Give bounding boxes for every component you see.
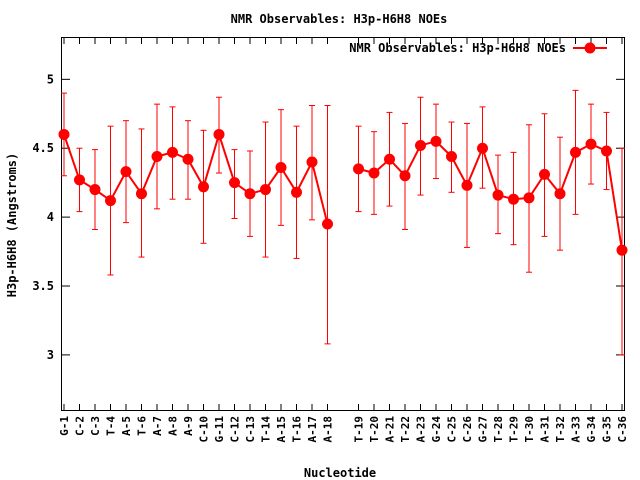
chart-title: NMR Observables: H3p-H6H8 NOEs bbox=[231, 12, 448, 26]
x-tick-label: T-22 bbox=[399, 416, 412, 443]
data-point bbox=[58, 128, 70, 140]
x-tick-label: T-16 bbox=[291, 416, 304, 443]
x-tick-label: G-27 bbox=[477, 416, 490, 443]
x-tick-label: T-19 bbox=[353, 416, 366, 443]
x-tick-label: C-25 bbox=[446, 416, 459, 443]
series-line-segment bbox=[218, 134, 236, 183]
data-point bbox=[384, 153, 395, 165]
x-tick-label: C-13 bbox=[244, 416, 257, 443]
data-point bbox=[446, 150, 457, 162]
data-point bbox=[213, 128, 225, 140]
data-point bbox=[601, 145, 612, 157]
x-axis-ticks: G-1 C-2 C-3 T-4 A-5 T-6 A-7 A-8 A-9 C-10 G-11 C-12 C… bbox=[58, 38, 629, 443]
x-tick-label: T-4 bbox=[105, 416, 118, 436]
data-point bbox=[353, 163, 364, 175]
data-point bbox=[570, 146, 581, 158]
data-point bbox=[151, 150, 163, 162]
data-point bbox=[74, 174, 85, 186]
legend-label: NMR Observables: H3p-H6H8 NOEs bbox=[349, 41, 566, 55]
data-point bbox=[399, 170, 411, 182]
x-tick-label: T-28 bbox=[492, 416, 505, 443]
series-line-segment bbox=[202, 134, 220, 188]
x-tick-label: A-18 bbox=[322, 416, 335, 443]
data-point bbox=[477, 142, 488, 154]
data-point bbox=[492, 189, 504, 201]
data-point bbox=[198, 181, 209, 193]
data-point bbox=[616, 244, 628, 256]
x-tick-label: A-8 bbox=[167, 416, 180, 436]
data-point bbox=[461, 179, 473, 191]
data-point bbox=[523, 192, 535, 204]
x-tick-label: C-36 bbox=[616, 416, 629, 443]
x-tick-label: A-15 bbox=[275, 416, 288, 443]
x-tick-label: G-34 bbox=[585, 416, 598, 443]
data-point bbox=[368, 167, 380, 179]
x-axis-label: Nucleotide bbox=[304, 466, 376, 480]
data-point bbox=[306, 156, 318, 168]
series-line-segment bbox=[404, 145, 422, 177]
x-tick-label: A-33 bbox=[570, 416, 583, 443]
series-line-segment bbox=[559, 152, 577, 195]
series-line-segment bbox=[605, 150, 623, 251]
x-tick-label: A-23 bbox=[415, 416, 428, 443]
x-tick-label: T-6 bbox=[136, 416, 149, 436]
data-point bbox=[105, 195, 116, 207]
data-point bbox=[167, 146, 178, 158]
x-tick-label: T-14 bbox=[260, 416, 273, 443]
series-line-segment bbox=[295, 161, 313, 193]
x-tick-label: G-24 bbox=[430, 416, 443, 443]
series-line-segment bbox=[63, 134, 81, 181]
x-tick-label: A-9 bbox=[182, 416, 195, 436]
data-point bbox=[244, 188, 256, 200]
data-point bbox=[229, 177, 240, 189]
series-line-segment bbox=[481, 147, 499, 196]
data-point bbox=[136, 188, 147, 200]
x-tick-label: A-31 bbox=[539, 416, 552, 443]
data-point bbox=[430, 135, 442, 147]
data-point bbox=[291, 186, 302, 198]
series-layer bbox=[58, 89, 628, 356]
x-tick-label: C-3 bbox=[89, 416, 102, 436]
data-point bbox=[585, 138, 597, 150]
x-tick-label: T-20 bbox=[368, 416, 381, 443]
data-point bbox=[322, 218, 333, 230]
plot-frame bbox=[61, 37, 625, 411]
data-point bbox=[182, 153, 194, 165]
x-tick-label: A-7 bbox=[151, 416, 164, 436]
y-axis-ticks: 3 3.5 4 4.5 5 bbox=[32, 72, 624, 362]
x-tick-label: A-17 bbox=[306, 416, 319, 443]
data-point bbox=[275, 162, 287, 174]
data-point bbox=[539, 168, 550, 180]
series-line-segment bbox=[466, 147, 484, 186]
data-point bbox=[415, 139, 426, 151]
x-tick-label: G-11 bbox=[213, 416, 226, 443]
x-tick-label: G-1 bbox=[58, 416, 71, 436]
y-tick-label: 4 bbox=[47, 210, 54, 224]
x-tick-label: C-10 bbox=[198, 416, 211, 443]
x-tick-label: A-5 bbox=[120, 416, 133, 436]
series-line-segment bbox=[140, 156, 158, 195]
x-tick-label: G-35 bbox=[601, 416, 614, 443]
x-tick-label: C-26 bbox=[461, 416, 474, 443]
y-tick-label: 3.5 bbox=[32, 279, 54, 293]
data-point bbox=[260, 184, 271, 196]
y-tick-label: 4.5 bbox=[32, 141, 54, 155]
data-point bbox=[554, 188, 566, 200]
x-tick-label: A-21 bbox=[384, 416, 397, 443]
data-point bbox=[508, 193, 519, 205]
legend-marker bbox=[584, 42, 596, 54]
x-tick-label: C-12 bbox=[229, 416, 242, 443]
data-point bbox=[120, 166, 132, 178]
y-axis-label: H3p-H6H8 (Angstroms) bbox=[5, 153, 19, 298]
x-tick-label: T-30 bbox=[523, 416, 536, 443]
y-tick-label: 3 bbox=[47, 348, 54, 362]
y-tick-label: 5 bbox=[47, 72, 54, 86]
x-tick-label: T-29 bbox=[508, 416, 521, 443]
x-tick-label: T-32 bbox=[554, 416, 567, 443]
legend: NMR Observables: H3p-H6H8 NOEs bbox=[349, 41, 607, 55]
x-tick-label: C-2 bbox=[74, 416, 87, 436]
series-line-segment bbox=[311, 161, 329, 225]
data-point bbox=[89, 184, 101, 196]
